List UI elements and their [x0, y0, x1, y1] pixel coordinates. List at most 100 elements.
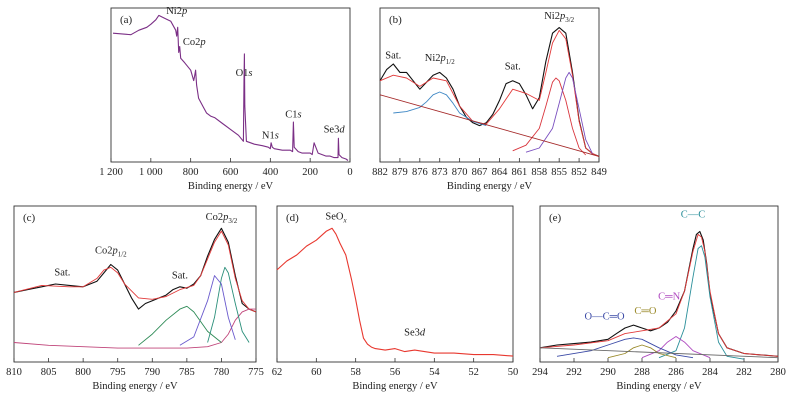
x-tick-label: 864 [492, 167, 509, 178]
x-tick-label: 775 [248, 367, 264, 378]
peak-annotation: Sat. [385, 50, 401, 61]
x-tick-label: 855 [551, 167, 567, 178]
x-tick-label: 870 [452, 167, 468, 178]
plot-frame [539, 205, 779, 363]
series-line-0 [112, 14, 349, 161]
peak-annotation: Ni2p [166, 6, 187, 17]
x-tick-label: 849 [591, 167, 607, 178]
series-line-3 [207, 266, 250, 343]
series-line-1 [13, 230, 257, 313]
panel-label: (d) [286, 212, 299, 224]
x-axis-title: Binding energy / eV [616, 381, 702, 392]
x-tick-label: 858 [531, 167, 547, 178]
x-tick-label: 1 000 [139, 167, 163, 178]
series-line-2 [658, 245, 745, 360]
x-tick-label: 290 [600, 367, 616, 378]
x-tick-label: 60 [311, 367, 322, 378]
x-tick-label: 852 [571, 167, 587, 178]
series-line-2 [13, 308, 256, 349]
x-tick-label: 795 [110, 367, 126, 378]
plot-frame [13, 205, 257, 363]
series-line-5 [556, 337, 694, 359]
series-line-4 [179, 275, 236, 346]
panel-label: (b) [389, 14, 402, 26]
series-line-0 [13, 227, 257, 313]
x-tick-label: 861 [511, 167, 527, 178]
x-tick-label: 58 [350, 367, 361, 378]
x-tick-label: 50 [508, 367, 519, 378]
series-line-3 [641, 336, 711, 359]
peak-annotation: Sat. [54, 268, 70, 279]
x-tick-label: 876 [412, 167, 428, 178]
x-tick-label: 785 [179, 367, 195, 378]
peak-annotation: Co2p [183, 37, 206, 48]
x-axis-title: Binding energy / eV [447, 181, 533, 192]
x-tick-label: 292 [566, 367, 582, 378]
peak-annotation: C—C [681, 209, 706, 220]
x-tick-label: 280 [770, 367, 786, 378]
series-line-4 [525, 71, 593, 154]
series-line-5 [379, 94, 600, 157]
x-axis-title: Binding energy / eV [352, 381, 438, 392]
x-tick-label: 780 [214, 367, 230, 378]
x-tick-label: 873 [432, 167, 448, 178]
panel-d: 62 60 58 56 54 52 50 Binding energy / eV (d) SeOx… [272, 205, 519, 392]
x-tick-label: 800 [183, 167, 199, 178]
series-line-1 [539, 233, 779, 357]
series-line-4 [607, 344, 677, 359]
x-tick-label: 294 [532, 367, 549, 378]
peak-annotation: Ni2p1/2 [425, 53, 455, 66]
peak-annotation: Co2p3/2 [206, 212, 238, 225]
x-tick-label: 790 [144, 367, 160, 378]
x-tick-label: 62 [272, 367, 283, 378]
peak-annotation: C═O [634, 306, 656, 317]
panel-a: 1 200 1 000 800 600 400 200 0 Binding energy / … [99, 6, 352, 192]
x-axis-title: Binding energy / eV [188, 181, 274, 192]
peak-annotation: C═N [658, 292, 680, 303]
x-tick-label: 282 [736, 367, 752, 378]
plot-frame [276, 205, 514, 363]
series-line-0 [276, 227, 514, 357]
x-tick-label: 284 [702, 367, 719, 378]
peak-annotation: N1s [262, 130, 279, 141]
series-line-0 [379, 27, 600, 157]
peak-annotation: Ni2p3/2 [544, 11, 574, 24]
x-axis-title: Binding energy / eV [92, 381, 178, 392]
x-tick-label: 56 [390, 367, 401, 378]
series-line-6 [539, 347, 779, 359]
x-tick-label: 286 [668, 367, 684, 378]
x-tick-label: 810 [6, 367, 22, 378]
peak-annotation: SeOx [325, 211, 347, 224]
panel-label: (c) [23, 212, 36, 224]
x-tick-label: 867 [472, 167, 488, 178]
series-line-3 [512, 77, 587, 156]
x-tick-label: 54 [429, 367, 440, 378]
series-line-1 [379, 29, 600, 157]
x-tick-label: 200 [302, 167, 318, 178]
panel-e: 294 292 290 288 286 284 282 280 Binding energy /… [532, 205, 786, 392]
peak-annotation: O1s [236, 68, 253, 79]
x-tick-label: 1 200 [99, 167, 123, 178]
series-line-5 [138, 305, 222, 346]
panel-b: 882 879 876 873 870 867 864 861 858 855 852 849 Bind… [372, 7, 607, 192]
x-tick-label: 400 [262, 167, 278, 178]
x-tick-label: 0 [347, 167, 352, 178]
x-tick-label: 805 [41, 367, 57, 378]
plot-frame [110, 7, 351, 163]
panel-label: (e) [549, 212, 562, 224]
peak-annotation: Sat. [172, 270, 188, 281]
x-tick-label: 288 [634, 367, 650, 378]
peak-annotation: Co2p1/2 [95, 245, 127, 258]
peak-annotation: O—C═O [585, 311, 626, 322]
peak-annotation: Se3d [404, 327, 426, 338]
x-tick-label: 879 [392, 167, 408, 178]
panel-c: 810 805 800 795 790 785 780 775 Binding energy /… [6, 205, 264, 392]
plot-frame [379, 7, 600, 163]
peak-annotation: Se3d [324, 124, 346, 135]
peak-annotation: C1s [285, 110, 301, 121]
x-tick-label: 52 [468, 367, 479, 378]
x-tick-label: 600 [223, 167, 239, 178]
x-tick-label: 882 [372, 167, 388, 178]
series-line-2 [393, 91, 487, 127]
